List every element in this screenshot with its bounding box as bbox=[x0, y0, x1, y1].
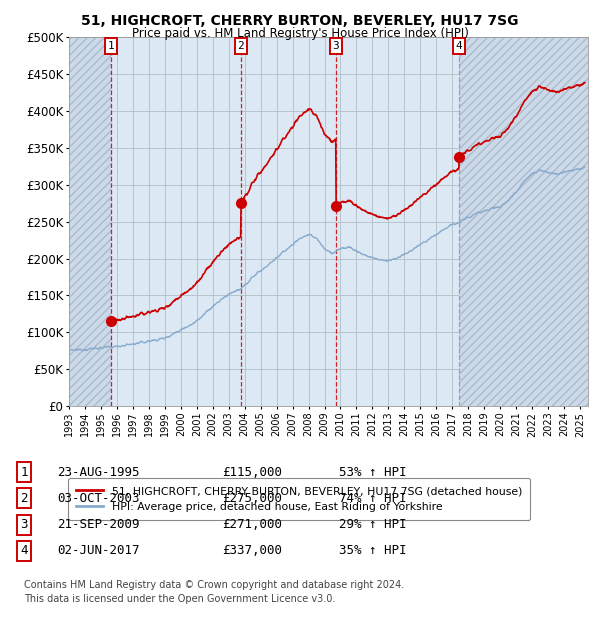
Text: 4: 4 bbox=[20, 544, 28, 557]
Text: £275,000: £275,000 bbox=[222, 492, 282, 505]
Text: 51, HIGHCROFT, CHERRY BURTON, BEVERLEY, HU17 7SG: 51, HIGHCROFT, CHERRY BURTON, BEVERLEY, … bbox=[81, 14, 519, 28]
Text: 23-AUG-1995: 23-AUG-1995 bbox=[57, 466, 139, 479]
Text: 3: 3 bbox=[20, 518, 28, 531]
Text: 21-SEP-2009: 21-SEP-2009 bbox=[57, 518, 139, 531]
Text: £271,000: £271,000 bbox=[222, 518, 282, 531]
Bar bbox=[459, 37, 588, 406]
Text: 1: 1 bbox=[20, 466, 28, 479]
Text: 03-OCT-2003: 03-OCT-2003 bbox=[57, 492, 139, 505]
Text: 2: 2 bbox=[20, 492, 28, 505]
Text: 02-JUN-2017: 02-JUN-2017 bbox=[57, 544, 139, 557]
Text: 4: 4 bbox=[455, 41, 463, 51]
Text: 35% ↑ HPI: 35% ↑ HPI bbox=[339, 544, 407, 557]
Text: £115,000: £115,000 bbox=[222, 466, 282, 479]
Text: 1: 1 bbox=[108, 41, 115, 51]
Text: 53% ↑ HPI: 53% ↑ HPI bbox=[339, 466, 407, 479]
Text: Contains HM Land Registry data © Crown copyright and database right 2024.
This d: Contains HM Land Registry data © Crown c… bbox=[24, 580, 404, 604]
Text: 29% ↑ HPI: 29% ↑ HPI bbox=[339, 518, 407, 531]
Text: 2: 2 bbox=[237, 41, 244, 51]
Text: Price paid vs. HM Land Registry's House Price Index (HPI): Price paid vs. HM Land Registry's House … bbox=[131, 27, 469, 40]
Bar bbox=[69, 37, 111, 406]
Text: 3: 3 bbox=[332, 41, 340, 51]
Text: 74% ↑ HPI: 74% ↑ HPI bbox=[339, 492, 407, 505]
Text: £337,000: £337,000 bbox=[222, 544, 282, 557]
Legend: 51, HIGHCROFT, CHERRY BURTON, BEVERLEY, HU17 7SG (detached house), HPI: Average : 51, HIGHCROFT, CHERRY BURTON, BEVERLEY, … bbox=[68, 478, 530, 520]
